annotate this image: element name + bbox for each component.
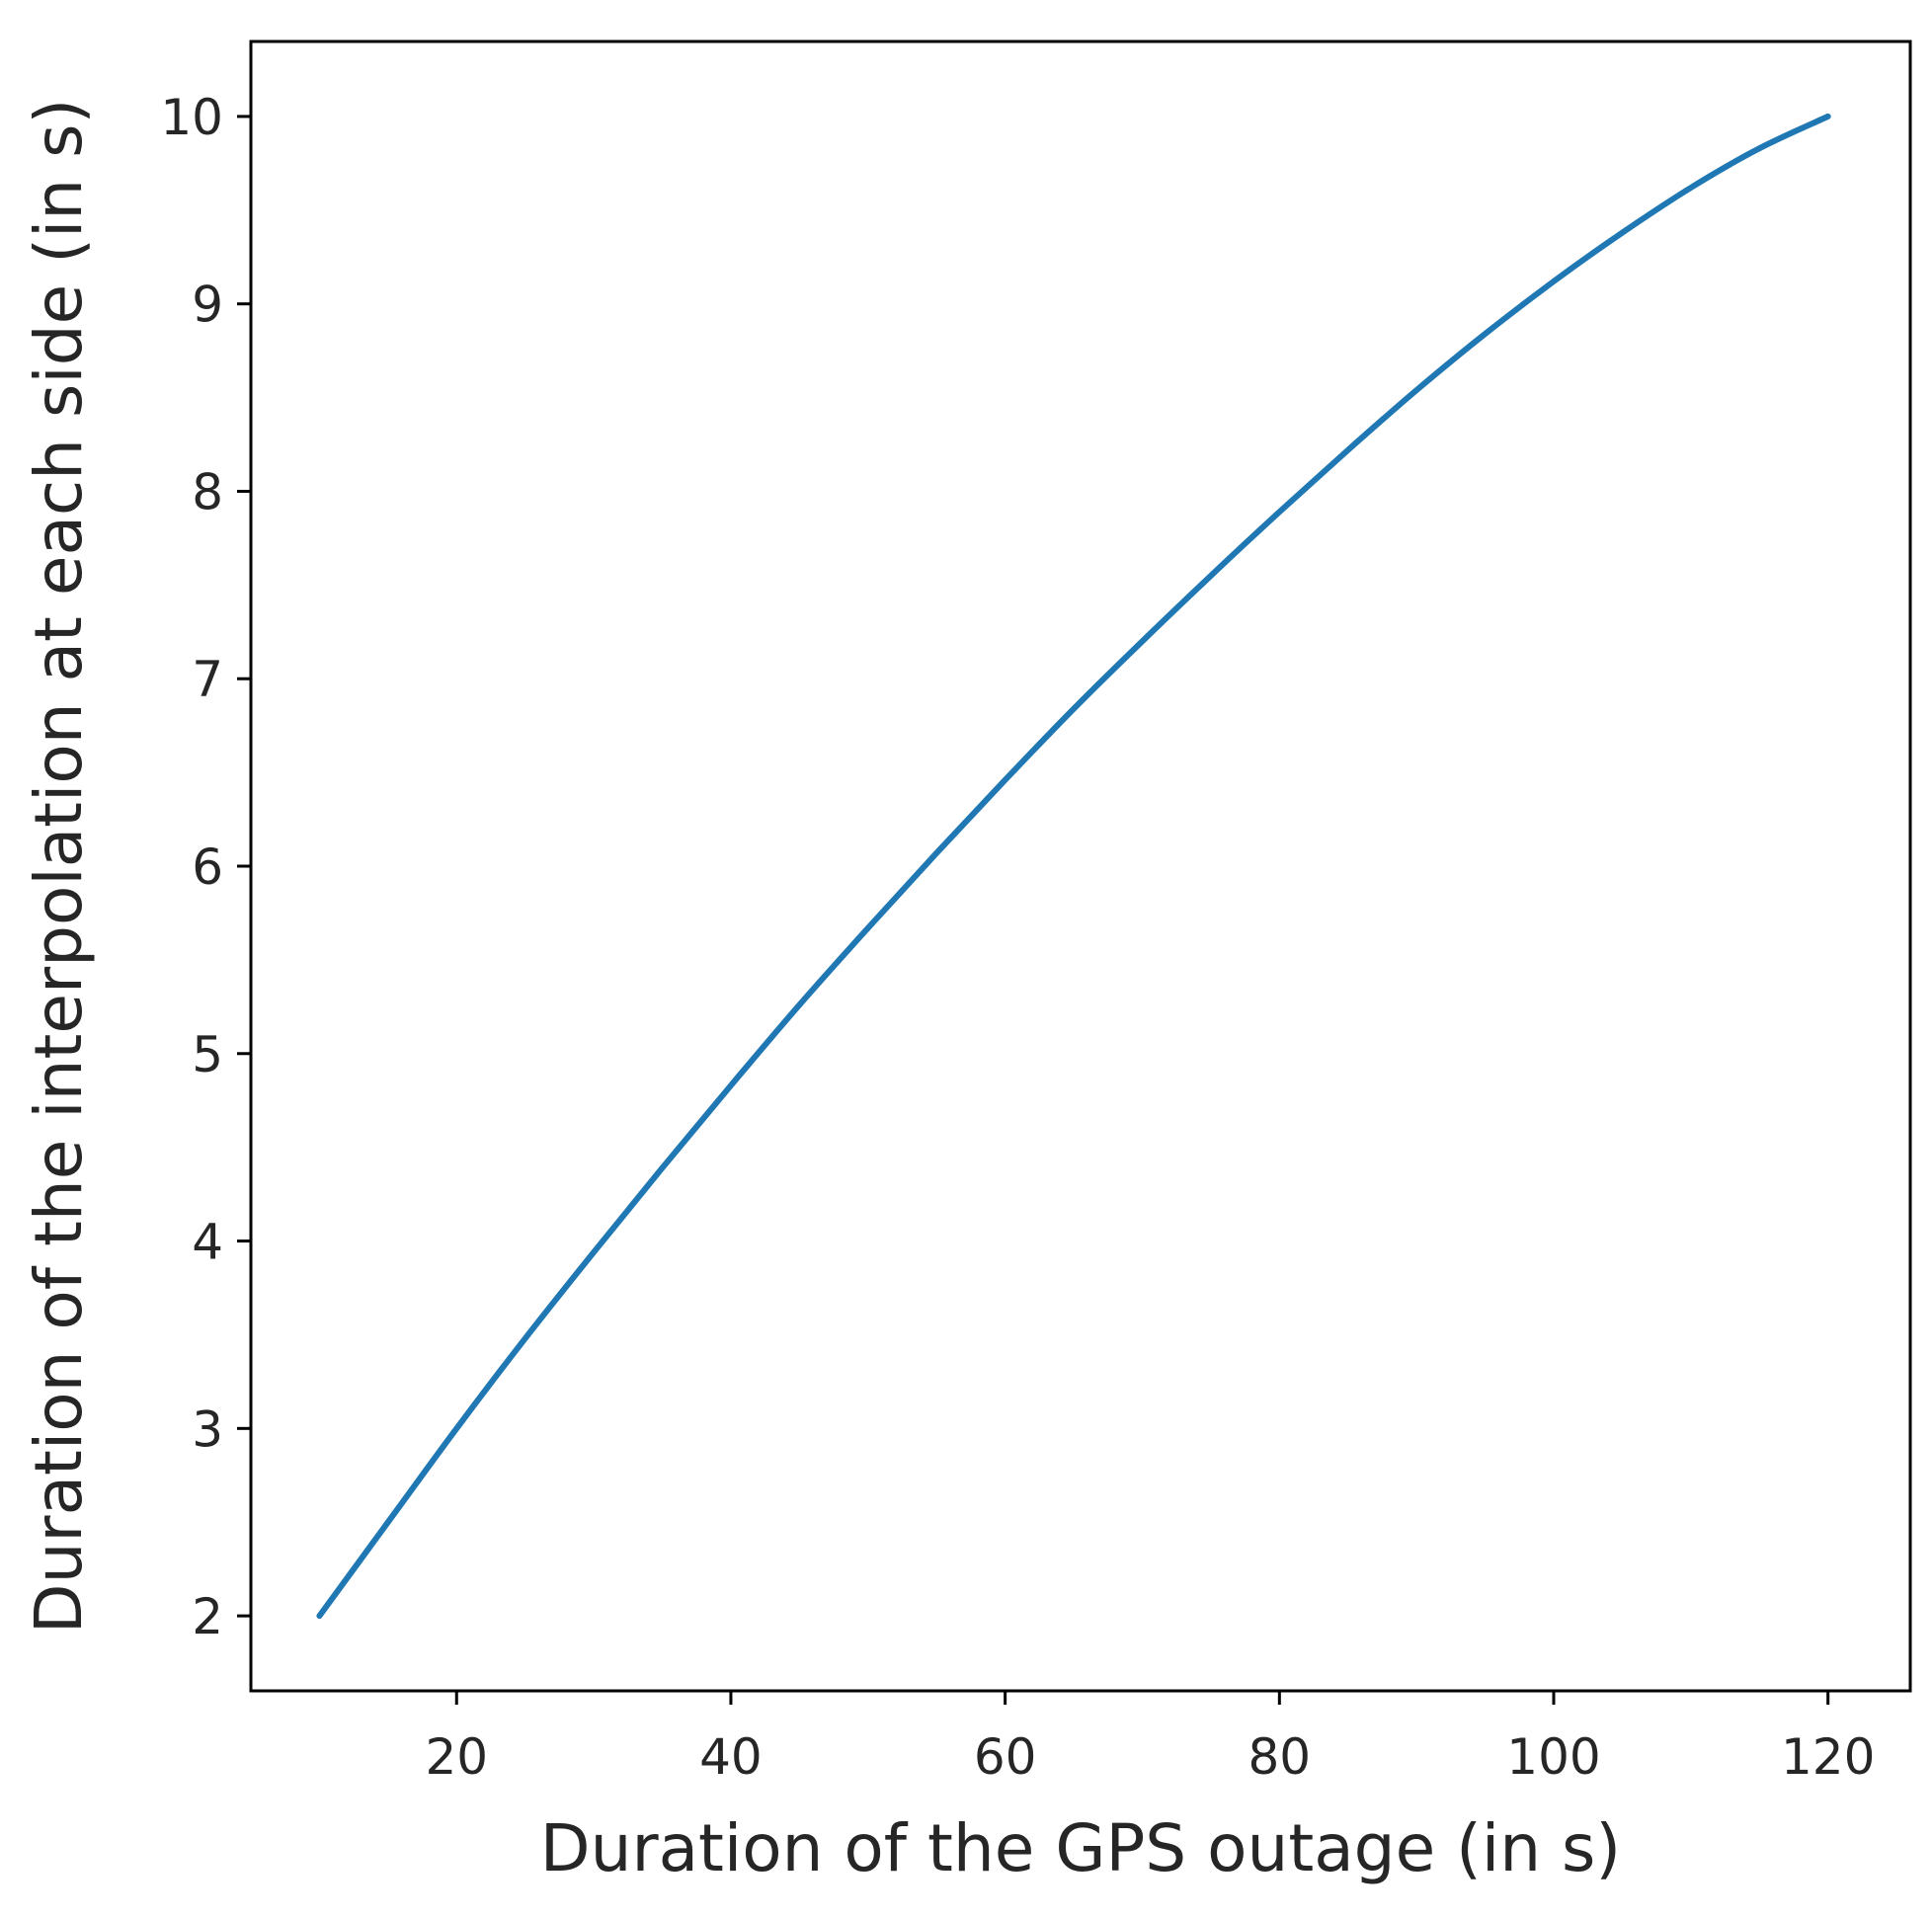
y-tick-label: 9 [192,277,223,334]
y-tick-label: 6 [192,839,223,896]
y-tick-label: 5 [192,1026,223,1083]
x-axis-ticks: 20 40 60 80 100 120 [425,1691,1875,1786]
plot-area [251,41,1910,1691]
y-tick-label: 4 [192,1214,223,1271]
x-tick-label: 40 [699,1728,763,1786]
y-tick-label: 2 [192,1588,223,1645]
x-tick-label: 60 [974,1728,1037,1786]
x-tick-label: 20 [425,1728,488,1786]
series-layer [316,113,1831,1620]
y-axis-label: Duration of the interpolation at each si… [21,99,97,1634]
x-tick-label: 100 [1506,1728,1600,1786]
y-tick-label: 8 [192,463,223,520]
series-line [316,113,1831,1620]
y-tick-label: 3 [192,1400,223,1458]
x-tick-label: 120 [1781,1728,1875,1786]
plot-frame [249,40,1912,1693]
y-axis-ticks: 2 3 4 5 6 7 8 9 10 [160,89,251,1645]
y-tick-label: 7 [192,651,223,708]
x-tick-label: 80 [1248,1728,1312,1786]
x-axis-label: Duration of the GPS outage (in s) [540,1810,1621,1886]
y-tick-label: 10 [160,89,223,146]
